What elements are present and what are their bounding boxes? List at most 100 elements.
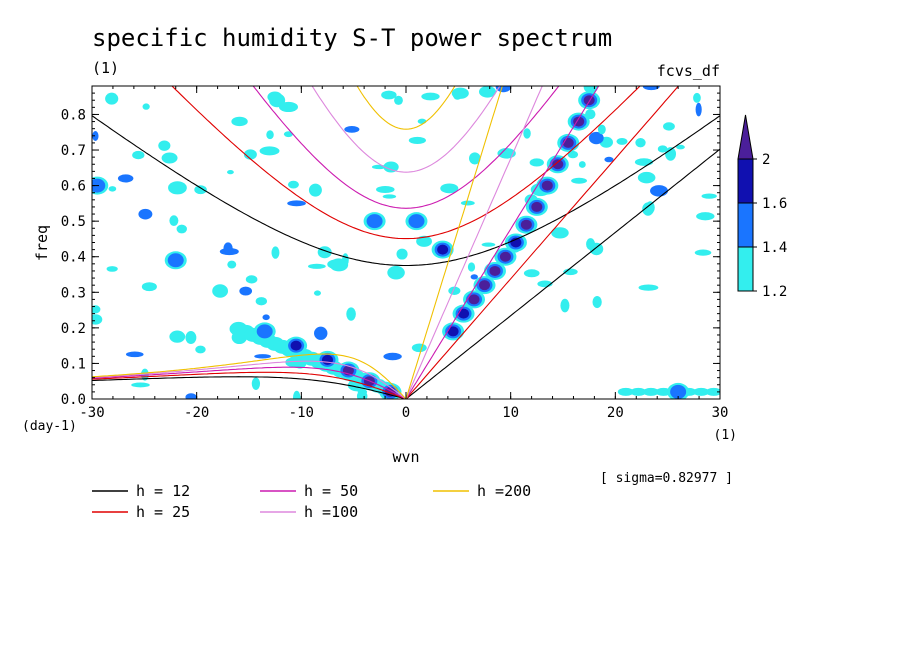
band-patch xyxy=(642,387,659,396)
noise-patch xyxy=(287,180,299,189)
noise-patch xyxy=(254,354,272,359)
corner-label: fcvs_df xyxy=(657,62,720,80)
y-tick-label: 0.2 xyxy=(61,321,86,337)
chart-subtitle: (1) xyxy=(92,59,119,77)
noise-patch xyxy=(448,286,461,295)
noise-patch xyxy=(239,286,253,296)
noise-patch xyxy=(604,156,614,163)
noise-patch xyxy=(650,185,668,197)
colorbar-label: 1.2 xyxy=(762,284,787,300)
spectral-peak xyxy=(290,340,302,351)
noise-patch xyxy=(523,128,531,139)
x-tick-label: 0 xyxy=(402,405,410,421)
y-tick-label: 0.1 xyxy=(61,356,86,372)
kelvin-curve-h12 xyxy=(405,148,720,399)
noise-patch xyxy=(117,174,134,183)
noise-patch xyxy=(411,343,427,353)
legend-label: h =200 xyxy=(477,482,531,500)
legend-label: h = 12 xyxy=(136,482,190,500)
spectral-peak xyxy=(468,294,480,305)
spectral-peak xyxy=(447,326,459,337)
noise-patch xyxy=(408,136,426,145)
noise-patch xyxy=(227,260,237,269)
noise-patch xyxy=(227,170,234,175)
noise-patch xyxy=(283,131,294,138)
noise-patch xyxy=(529,158,544,167)
y-units-label: (day-1) xyxy=(22,419,77,434)
noise-patch xyxy=(693,92,701,103)
noise-patch xyxy=(132,150,145,160)
band-patch xyxy=(617,387,634,396)
noise-patch xyxy=(212,284,229,298)
kelvin-curve-h100 xyxy=(405,86,543,399)
noise-patch xyxy=(108,186,117,192)
noise-patch xyxy=(169,330,186,343)
noise-patch xyxy=(266,130,274,140)
noise-patch xyxy=(597,124,606,135)
colorbar-extend-max xyxy=(737,114,754,160)
colorbar-segment xyxy=(737,246,754,292)
noise-patch xyxy=(243,149,257,160)
noise-patch xyxy=(346,307,356,321)
inertia-gravity-curve-h100 xyxy=(311,86,501,173)
rossby-curve-h25 xyxy=(92,371,407,399)
spectral-peaks-layer xyxy=(92,91,720,399)
y-tick-label: 0.6 xyxy=(61,179,86,195)
noise-patch xyxy=(262,314,270,321)
noise-patch xyxy=(696,212,715,221)
noise-patch xyxy=(383,161,399,173)
y-tick-label: 0.5 xyxy=(61,214,86,230)
noise-patch xyxy=(344,126,360,133)
spectral-peak xyxy=(552,159,564,170)
legend-label: h =100 xyxy=(304,503,358,521)
x-axis-label: wvn xyxy=(392,448,419,466)
noise-patch xyxy=(396,248,408,260)
noise-patch xyxy=(194,185,207,195)
noise-patch xyxy=(287,200,306,207)
spectral-peak xyxy=(531,201,543,212)
noise-patch xyxy=(313,290,321,296)
noise-patch xyxy=(142,103,150,110)
kelvin-curve-h200 xyxy=(405,86,503,399)
spectral-peak xyxy=(573,116,585,127)
noise-patch xyxy=(645,201,655,214)
colorbar-segment xyxy=(737,158,754,204)
rossby-curve-h200 xyxy=(92,353,407,399)
inertia-gravity-curve-h12 xyxy=(92,115,720,267)
spectral-peak xyxy=(562,137,574,148)
colorbar-label: 2 xyxy=(762,152,770,168)
noise-patch xyxy=(663,122,675,131)
noise-patch xyxy=(481,242,496,247)
noise-patch xyxy=(478,86,497,98)
rossby-curve-h12 xyxy=(92,376,407,399)
y-axis-label: freq xyxy=(33,225,51,261)
dispersion-legend: h = 12 h = 25 h = 50 h =100 h =200 xyxy=(92,482,531,521)
noise-patch xyxy=(637,171,656,184)
noise-patch xyxy=(695,102,702,117)
spectral-peak xyxy=(672,386,684,397)
spectral-peak xyxy=(499,251,511,262)
legend-label: h = 25 xyxy=(136,503,190,521)
band-patch xyxy=(705,387,720,396)
noise-patch xyxy=(694,249,712,256)
y-tick-label: 0.7 xyxy=(61,143,86,159)
noise-patch xyxy=(642,86,660,91)
inertia-gravity-curve-h25 xyxy=(171,86,641,240)
noise-patch xyxy=(185,393,197,399)
noise-patch xyxy=(381,90,397,100)
y-tick-label: 0.8 xyxy=(61,107,86,123)
noise-patch xyxy=(138,208,153,220)
noise-patch xyxy=(223,242,233,255)
noise-patch xyxy=(523,269,540,278)
spectral-peak xyxy=(170,255,182,266)
noise-patch xyxy=(92,314,103,325)
rossby-curve-h100 xyxy=(92,360,407,399)
noise-patch xyxy=(168,181,187,195)
noise-patch xyxy=(592,296,602,309)
colorbar-label: 1.6 xyxy=(762,196,787,212)
axes: -30 -20 -10 0 10 20 30 0.0 0.1 0.2 0.3 0.4 0.5 0.6 0.7… xyxy=(61,86,728,421)
colorbar: 1.2 1.4 1.6 2 xyxy=(737,114,787,300)
noise-patch xyxy=(417,118,427,124)
x-units-label: (1) xyxy=(714,428,737,443)
